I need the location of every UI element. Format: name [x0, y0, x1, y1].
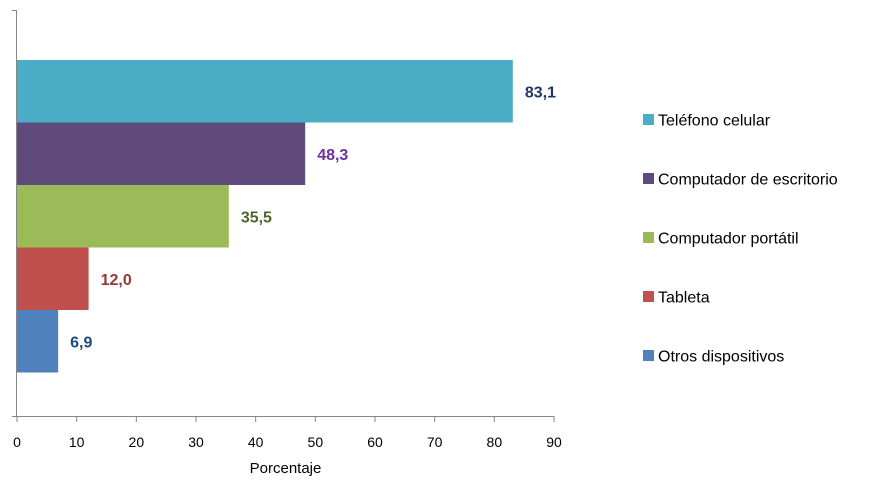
legend-swatch [643, 173, 654, 184]
x-tick-label: 0 [13, 434, 21, 450]
x-tick-label: 10 [69, 434, 85, 450]
axes [12, 10, 555, 417]
bars [17, 60, 513, 373]
legend-label: Computador portátil [658, 231, 799, 248]
x-tick-label: 20 [129, 434, 145, 450]
data-label: 12,0 [101, 272, 132, 289]
data-label: 35,5 [241, 209, 272, 226]
legend-swatch [643, 114, 654, 125]
bar [17, 185, 229, 248]
bar [17, 247, 89, 310]
x-tick-label: 90 [546, 434, 562, 450]
x-tick-label: 60 [367, 434, 383, 450]
legend-label: Tableta [658, 290, 710, 307]
legend-label: Computador de escritorio [658, 172, 838, 189]
x-axis-title: Porcentaje [250, 460, 322, 477]
x-axis-ticks: 0 10 20 30 40 50 60 70 80 90 [13, 416, 562, 450]
bar [17, 122, 306, 185]
x-tick-label: 80 [487, 434, 503, 450]
data-label: 6,9 [70, 334, 92, 351]
x-tick-label: 70 [427, 434, 443, 450]
x-tick-label: 30 [188, 434, 204, 450]
x-tick-label: 40 [248, 434, 264, 450]
legend-swatch [643, 350, 654, 361]
legend: Teléfono celular Computador de escritorio… [643, 113, 838, 366]
legend-swatch [643, 232, 654, 243]
bar [17, 310, 59, 373]
value-labels: 83,1 48,3 35,5 12,0 6,9 [70, 84, 556, 351]
legend-swatch [643, 291, 654, 302]
bar [17, 60, 513, 123]
x-tick-label: 50 [308, 434, 324, 450]
data-label: 48,3 [317, 147, 348, 164]
data-label: 83,1 [525, 84, 556, 101]
legend-label: Otros dispositivos [658, 349, 784, 366]
legend-label: Teléfono celular [658, 113, 771, 130]
